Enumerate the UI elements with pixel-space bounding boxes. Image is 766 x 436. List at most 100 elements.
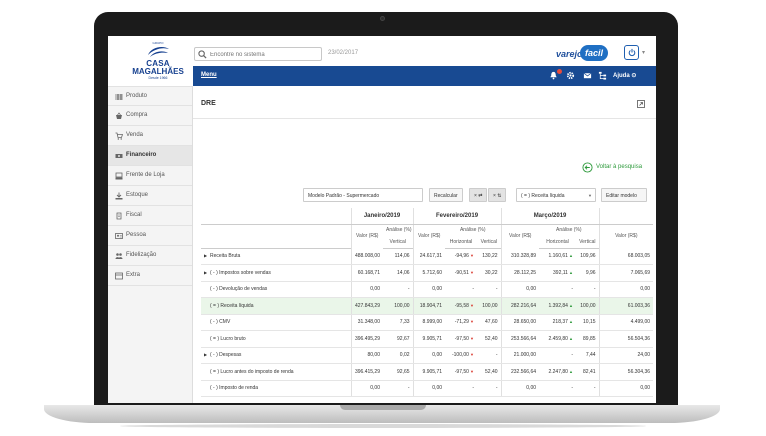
jan-value-cell: 80,00 (350, 347, 383, 364)
mar-vertical: 9,96 (585, 269, 596, 276)
mar-vertical: 10,15 (583, 319, 596, 326)
expand-triangle-icon[interactable]: ▶ (204, 269, 208, 275)
feb-horizontal: -90,51 (454, 269, 469, 276)
expand-triangle-icon[interactable]: ▶ (204, 253, 208, 259)
jan-value: 488.008,00 (354, 253, 380, 259)
jan-value: 60.168,71 (357, 269, 380, 276)
edit-model-button[interactable]: Editar modelo (601, 188, 647, 202)
extra-value-cell: 24,00 (598, 347, 654, 364)
blank-header (201, 208, 351, 225)
arrow-up-icon: ▲ (567, 269, 574, 275)
jan-vertical: 92,67 (397, 335, 410, 342)
jan-vertical-cell: - (383, 380, 414, 397)
sidebar-item-estoque[interactable]: Estoque (108, 186, 192, 206)
varejo-facil-logo: varejo facil (556, 45, 608, 62)
arrow-up-icon: ▲ (567, 302, 574, 308)
toggle-vertical-button[interactable]: × ⇅ (488, 188, 506, 202)
table-row[interactable]: ▶( - ) Impostos sobre vendas 60.168,71 14,… (201, 264, 654, 282)
table-row[interactable]: ( = ) Lucro antes do imposto de renda 396… (201, 363, 654, 381)
arrow-down-icon: ▼ (468, 269, 475, 275)
sidebar-item-produto[interactable]: Produto (108, 86, 192, 106)
gear-icon[interactable] (566, 71, 576, 81)
mar-value: 0,00 (526, 385, 537, 392)
expand-icon[interactable] (637, 100, 645, 108)
feb-vertical-cell: - (477, 347, 502, 364)
power-icon (628, 48, 636, 57)
sidebar-item-fiscal[interactable]: Fiscal (108, 206, 192, 226)
company-logo[interactable]: GRUPO CASA MAGALHÃES Desde 1966 (132, 41, 184, 81)
jan-vertical-cell: 92,65 (383, 363, 414, 381)
month-header: Janeiro/2019 (350, 208, 414, 225)
sidebar-item-financeiro[interactable]: Financeiro (108, 146, 192, 166)
sidebar-item-compra[interactable]: Compra (108, 106, 192, 126)
feb-horizontal: -97,50 (454, 368, 469, 375)
jan-vertical-cell: 100,00 (383, 297, 414, 315)
top-header: GRUPO CASA MAGALHÃES Desde 1966 23/02/20… (108, 36, 656, 80)
jan-value: 0,00 (370, 385, 380, 392)
feb-value-cell: 0,00 (412, 281, 446, 298)
table-row[interactable]: ▶( - ) Despesas 80,00 0,02 0,00 -100,00 ▼ -21… (201, 347, 654, 364)
extra-value: 4.499,00 (630, 319, 651, 326)
feb-value-cell: 24.617,31 (412, 248, 446, 265)
help-link[interactable]: Ajuda ⊙ (613, 72, 636, 79)
feb-vertical: - (495, 352, 498, 359)
search-box[interactable] (194, 47, 322, 61)
table-row[interactable]: ( = ) Receita líquida 427.843,29 100,00 18.… (201, 297, 654, 315)
mar-horizontal: 218,37 (552, 319, 568, 326)
sidebar-item-venda[interactable]: Venda (108, 126, 192, 146)
hierarchy-icon[interactable] (598, 71, 608, 81)
table-row[interactable]: ( - ) CMV 31.348,00 7,33 8.999,00 -71,29 ▼ 47… (201, 314, 654, 331)
table-row[interactable]: ▶ Receita Bruta 488.008,00 114,06 24.617,31-… (201, 248, 654, 265)
indicator-select[interactable]: ( = ) Receita líquida ▼ (516, 188, 596, 202)
dre-table-body: ▶ Receita Bruta 488.008,00 114,06 24.617,31-… (201, 248, 654, 397)
sidebar-item-fidelizacao[interactable]: Fidelização (108, 246, 192, 266)
menu-link[interactable]: Menu (201, 72, 217, 78)
feb-vertical: 100,00 (482, 302, 498, 309)
jan-vertical: - (407, 286, 410, 293)
table-row[interactable]: ( - ) Devolução de vendas 0,00 - 0,00 - - 0,00… (201, 281, 654, 298)
blank-header (201, 236, 351, 249)
logout-button[interactable] (624, 45, 639, 60)
feb-value-cell: 0,00 (412, 380, 446, 397)
bell-icon[interactable] (549, 69, 562, 81)
sidebar-item-frente-de-loja[interactable]: Frente de Loja (108, 166, 192, 186)
expand-triangle-icon[interactable]: ▶ (204, 352, 208, 358)
arrow-down-icon: ▼ (468, 368, 475, 374)
recalculate-button[interactable]: Recalcular (429, 188, 463, 202)
brand-part-1: varejo (556, 49, 583, 59)
value-header: Valor (R$) (500, 224, 540, 248)
table-row[interactable]: ( = ) Lucro bruto 396.495,29 92,67 9.905,71… (201, 330, 654, 348)
mar-vertical-cell: 100,00 (576, 297, 600, 315)
jan-value-cell: 31.348,00 (350, 314, 383, 331)
sidebar-item-extra[interactable]: Extra (108, 266, 192, 286)
jan-value: 80,00 (367, 352, 380, 359)
toggle-horizontal-button[interactable]: × ⇄ (469, 188, 487, 202)
feb-vertical-cell: 100,00 (477, 297, 502, 315)
model-select[interactable]: Modelo Padrão - Supermercado (303, 188, 423, 202)
search-input[interactable] (210, 49, 320, 60)
chevron-down-icon[interactable]: ▾ (642, 50, 646, 56)
sidebar-item-pessoa[interactable]: Pessoa (108, 226, 192, 246)
value-header: Valor (R$) (350, 224, 383, 248)
arrow-down-icon: ▼ (468, 302, 475, 308)
feb-horizontal: -71,29 (454, 319, 469, 326)
analysis-subheader-row: Vertical Horizontal Vertical Horizontal … (201, 236, 653, 249)
feb-vertical-cell: 47,60 (477, 314, 502, 331)
sidebar-item-label: Fiscal (126, 212, 142, 218)
mar-vertical: 89,85 (583, 335, 596, 342)
jan-vertical-cell: 7,33 (383, 314, 414, 331)
mar-value-cell: 232.566,64 (500, 363, 540, 381)
mar-horizontal: - (571, 352, 574, 359)
table-row[interactable]: ( - ) Imposto de renda 0,00 - 0,00 - - 0,00 - - 0… (201, 380, 654, 397)
jan-value-cell: 488.008,00 (350, 248, 383, 265)
sidebar-item-label: Fidelização (126, 252, 157, 258)
extra-value-cell: 68.003,05 (598, 248, 654, 265)
feb-horizontal: -94,96 (454, 253, 469, 260)
mar-vertical-cell: 89,85 (576, 330, 600, 348)
mar-value: 28.112,25 (514, 269, 537, 276)
feb-vertical: 52,40 (485, 335, 498, 342)
feb-value: 9.905,71 (422, 368, 443, 375)
extra-value: 7.065,69 (630, 269, 651, 276)
brand-part-2: facil (580, 45, 608, 61)
mail-icon[interactable] (583, 71, 593, 81)
